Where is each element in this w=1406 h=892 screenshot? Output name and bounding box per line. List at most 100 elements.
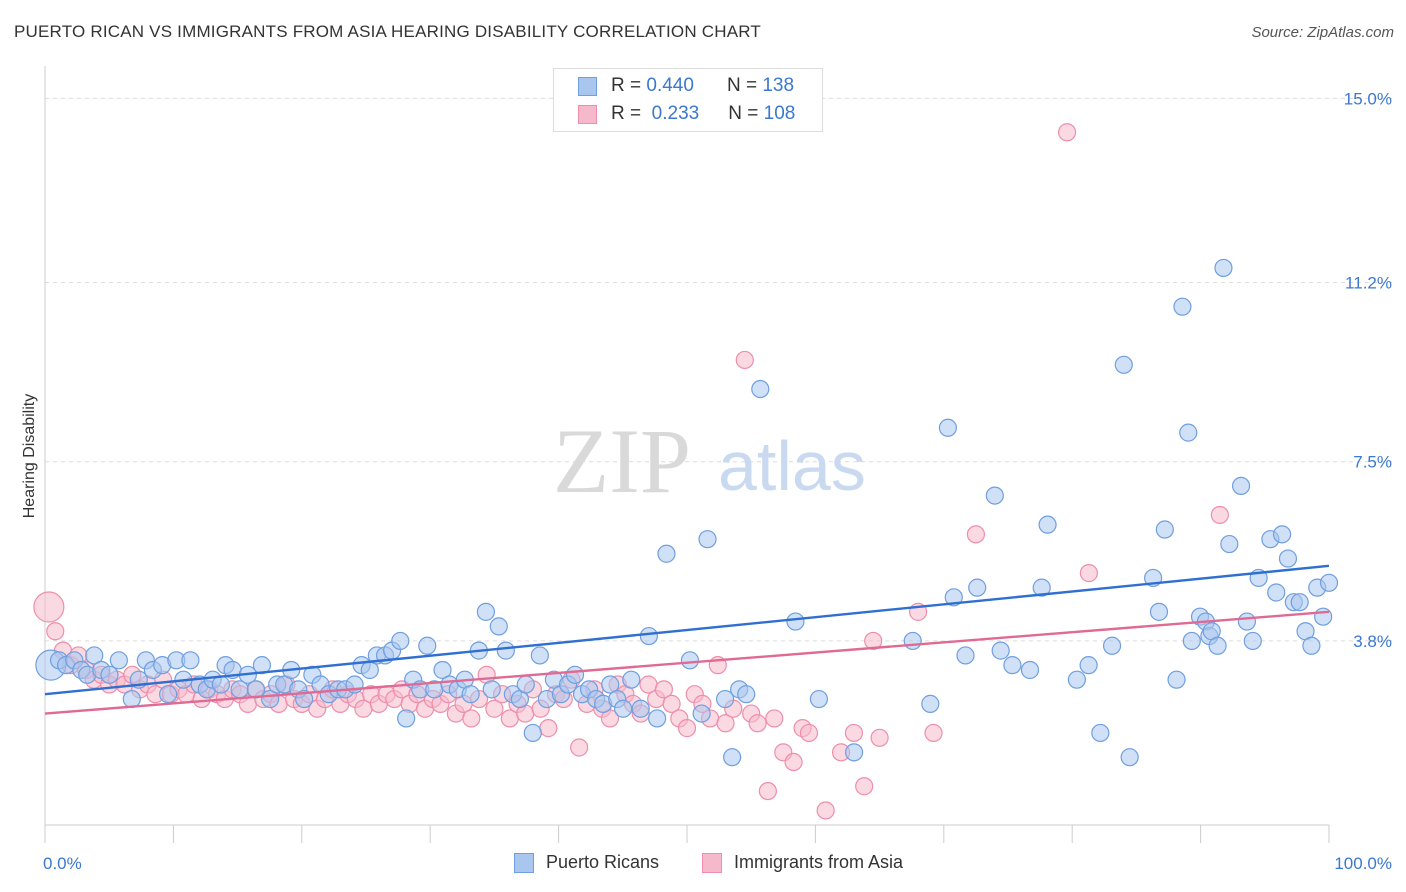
- puerto-ricans-point: [109, 651, 128, 670]
- immigrants-from-asia-point: [855, 777, 874, 796]
- puerto-ricans-point: [1272, 525, 1292, 544]
- legend-n-label: N =: [728, 103, 759, 124]
- puerto-ricans-point: [613, 699, 633, 718]
- puerto-ricans-point: [1220, 534, 1239, 554]
- watermark-atlas: atlas: [718, 427, 866, 505]
- legend-row-immigrants-from-asia: R = 0.233 N = 108: [578, 103, 795, 125]
- immigrants-from-asia-point: [864, 631, 883, 651]
- y-axis-title: Hearing Disability: [21, 394, 38, 519]
- puerto-ricans-point: [489, 617, 508, 636]
- puerto-ricans-point: [1020, 660, 1040, 680]
- legend-r-label: R =: [611, 75, 642, 96]
- puerto-ricans-point: [181, 651, 200, 670]
- y-tick-label: 15.0%: [1344, 89, 1392, 108]
- puerto-ricans-point: [601, 675, 620, 694]
- puerto-ricans-point: [496, 641, 515, 660]
- legend-n-label: N =: [726, 75, 758, 96]
- puerto-ricans-point: [639, 626, 658, 646]
- immigrants-from-asia-point: [654, 680, 673, 699]
- immigrants-from-asia-point: [784, 752, 803, 772]
- y-tick-label: 3.8%: [1353, 632, 1392, 651]
- legend-swatch-pink: [578, 104, 597, 124]
- puerto-ricans-point: [938, 418, 958, 437]
- puerto-ricans-point: [698, 530, 717, 549]
- puerto-ricans-point: [1155, 520, 1174, 539]
- puerto-ricans-point: [622, 670, 641, 689]
- legend-n-value: 138: [762, 75, 795, 96]
- immigrants-from-asia-point: [677, 719, 697, 738]
- puerto-ricans-point: [921, 694, 940, 713]
- immigrants-from-asia-point: [924, 723, 943, 743]
- bottom-legend-label: Immigrants from Asia: [734, 852, 904, 872]
- immigrants-from-asia-point: [716, 714, 735, 733]
- source-label: Source: ZipAtlas.com: [1251, 24, 1394, 41]
- puerto-ricans-point: [1237, 612, 1257, 631]
- puerto-ricans-point: [1102, 636, 1122, 655]
- puerto-ricans-point: [968, 578, 987, 597]
- immigrants-from-asia-point: [485, 699, 504, 718]
- puerto-ricans-point: [692, 704, 711, 723]
- puerto-ricans-point: [1120, 748, 1139, 767]
- puerto-ricans-point: [1319, 573, 1339, 592]
- puerto-ricans-point: [461, 685, 480, 704]
- puerto-ricans-point: [391, 631, 410, 651]
- immigrants-from-asia-point: [33, 591, 65, 623]
- immigrants-from-asia-point: [1210, 505, 1229, 525]
- puerto-ricans-point: [565, 665, 585, 684]
- puerto-ricans-point: [523, 723, 542, 743]
- series-puerto-ricans-points: [35, 258, 1339, 767]
- bottom-legend-immigrants-from-asia: Immigrants from Asia: [702, 852, 903, 873]
- legend-row-puerto-ricans: R = 0.440 N = 138: [578, 75, 794, 97]
- puerto-ricans-point: [530, 646, 549, 665]
- puerto-ricans-point: [1114, 355, 1133, 374]
- immigrants-from-asia-point: [735, 350, 754, 370]
- bottom-legend-puerto-ricans: Puerto Ricans: [514, 852, 659, 873]
- legend-r-value: 0.233: [651, 103, 700, 124]
- puerto-ricans-point: [516, 675, 535, 694]
- puerto-ricans-point: [631, 699, 650, 718]
- puerto-ricans-point: [418, 636, 437, 655]
- puerto-ricans-point: [433, 660, 452, 680]
- puerto-ricans-point: [903, 631, 922, 651]
- immigrants-from-asia-point: [748, 714, 767, 733]
- puerto-ricans-point: [680, 651, 700, 670]
- puerto-ricans-point: [786, 612, 805, 631]
- puerto-ricans-point: [844, 743, 864, 762]
- puerto-ricans-trend-line: [44, 564, 1330, 696]
- bottom-legend-swatch-blue: [514, 852, 534, 873]
- chart-title: PUERTO RICAN VS IMMIGRANTS FROM ASIA HEA…: [14, 22, 761, 41]
- puerto-ricans-point: [1214, 258, 1233, 278]
- immigrants-from-asia-trend-line: [44, 610, 1330, 715]
- immigrants-from-asia-point: [662, 694, 681, 713]
- puerto-ricans-point: [1302, 636, 1321, 655]
- bottom-legend-swatch-pink: [702, 852, 722, 873]
- puerto-ricans-point: [211, 675, 230, 694]
- immigrants-from-asia-point: [570, 738, 589, 757]
- puerto-ricans-point: [1208, 636, 1227, 655]
- puerto-ricans-point: [809, 689, 829, 709]
- puerto-ricans-point: [1003, 656, 1022, 675]
- puerto-ricans-point: [85, 646, 104, 665]
- immigrants-from-asia-point: [816, 801, 835, 820]
- puerto-ricans-point: [1038, 515, 1057, 534]
- legend-box: R = 0.440 N = 138 R = 0.233 N = 108: [553, 68, 823, 132]
- puerto-ricans-point: [723, 748, 742, 767]
- puerto-ricans-point: [1079, 656, 1098, 675]
- puerto-ricans-point: [1091, 723, 1110, 743]
- puerto-ricans-point: [159, 685, 178, 704]
- puerto-ricans-point: [985, 486, 1004, 505]
- trend-lines: [44, 564, 1330, 715]
- puerto-ricans-point: [1267, 583, 1286, 602]
- legend-r-value: 0.440: [646, 75, 694, 96]
- immigrants-from-asia-point: [966, 525, 986, 544]
- immigrants-from-asia-point: [758, 781, 777, 801]
- y-tick-labels: 3.8% 7.5% 11.2% 15.0%: [1344, 89, 1392, 651]
- puerto-ricans-point: [1032, 578, 1051, 597]
- legend-n-value: 108: [763, 103, 796, 124]
- puerto-ricans-point: [1231, 476, 1251, 496]
- puerto-ricans-point: [956, 646, 975, 665]
- watermark: ZIP atlas: [553, 410, 866, 512]
- puerto-ricans-point: [295, 689, 314, 709]
- immigrants-from-asia-point: [1057, 123, 1077, 142]
- puerto-ricans-point: [482, 680, 501, 699]
